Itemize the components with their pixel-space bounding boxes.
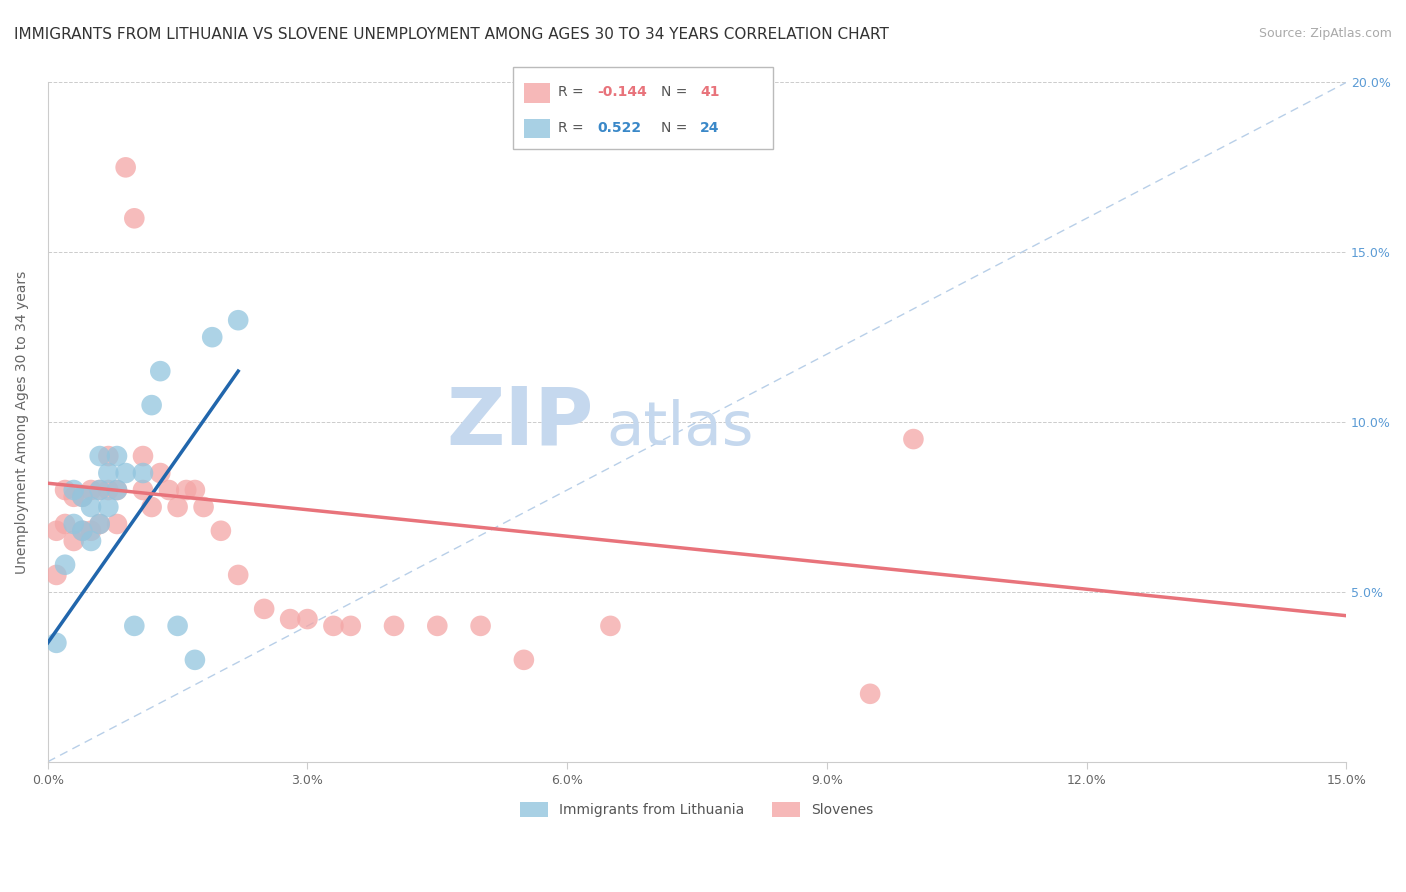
Point (339, 619, 361, 633)
Point (253, 602, 276, 616)
Point (157, 483, 180, 497)
Point (132, 483, 155, 497)
Point (53, 558, 76, 572)
Point (45, 568, 67, 582)
Point (513, 653, 536, 667)
Point (470, 619, 492, 633)
Point (226, 568, 249, 582)
Text: Source: ZipAtlas.com: Source: ZipAtlas.com (1258, 27, 1392, 40)
Point (184, 483, 207, 497)
Point (174, 483, 197, 497)
Point (132, 466, 155, 480)
Text: 0.522: 0.522 (598, 120, 641, 135)
Point (89, 483, 111, 497)
Text: -0.144: -0.144 (598, 85, 647, 99)
Point (166, 500, 188, 514)
Point (89, 516, 111, 531)
Point (80, 500, 103, 514)
Point (105, 483, 128, 497)
Point (859, 687, 882, 701)
Point (903, 432, 925, 446)
Point (62, 483, 84, 497)
Text: IMMIGRANTS FROM LITHUANIA VS SLOVENE UNEMPLOYMENT AMONG AGES 30 TO 34 YEARS CORR: IMMIGRANTS FROM LITHUANIA VS SLOVENE UNE… (14, 27, 889, 42)
Point (166, 619, 188, 633)
Text: R =: R = (558, 120, 588, 135)
Point (89, 449, 111, 463)
Text: atlas: atlas (606, 400, 754, 458)
Point (141, 500, 163, 514)
Text: N =: N = (661, 85, 692, 99)
Point (141, 398, 163, 412)
Point (89, 483, 111, 497)
Point (124, 619, 146, 633)
Point (149, 466, 172, 480)
Point (201, 330, 224, 344)
Point (105, 449, 128, 463)
Point (114, 466, 136, 480)
Point (322, 619, 344, 633)
Point (53, 483, 76, 497)
Point (105, 483, 128, 497)
Text: ZIP: ZIP (446, 383, 593, 461)
Legend: Immigrants from Lithuania, Slovenes: Immigrants from Lithuania, Slovenes (515, 797, 879, 822)
Point (209, 524, 232, 538)
Point (226, 313, 249, 327)
Point (89, 516, 111, 531)
Point (62, 490, 84, 504)
Point (426, 619, 449, 633)
Point (97, 466, 120, 480)
Point (80, 533, 103, 548)
Point (97, 500, 120, 514)
Point (62, 516, 84, 531)
Point (599, 619, 621, 633)
Point (97, 483, 120, 497)
Point (132, 449, 155, 463)
Point (72, 490, 94, 504)
Point (80, 483, 103, 497)
Point (80, 524, 103, 538)
Point (114, 161, 136, 175)
Point (105, 516, 128, 531)
Point (72, 524, 94, 538)
Point (72, 490, 94, 504)
Text: N =: N = (661, 120, 692, 135)
Point (382, 619, 405, 633)
Point (278, 612, 301, 626)
Text: 41: 41 (700, 85, 720, 99)
Point (45, 636, 67, 650)
Point (184, 653, 207, 667)
Point (149, 364, 172, 378)
Point (72, 524, 94, 538)
Text: 24: 24 (700, 120, 720, 135)
Point (124, 211, 146, 226)
Point (297, 612, 319, 626)
Point (97, 449, 120, 463)
Point (193, 500, 215, 514)
Point (45, 524, 67, 538)
Text: R =: R = (558, 85, 588, 99)
Y-axis label: Unemployment Among Ages 30 to 34 years: Unemployment Among Ages 30 to 34 years (15, 270, 30, 574)
Point (62, 533, 84, 548)
Point (53, 516, 76, 531)
